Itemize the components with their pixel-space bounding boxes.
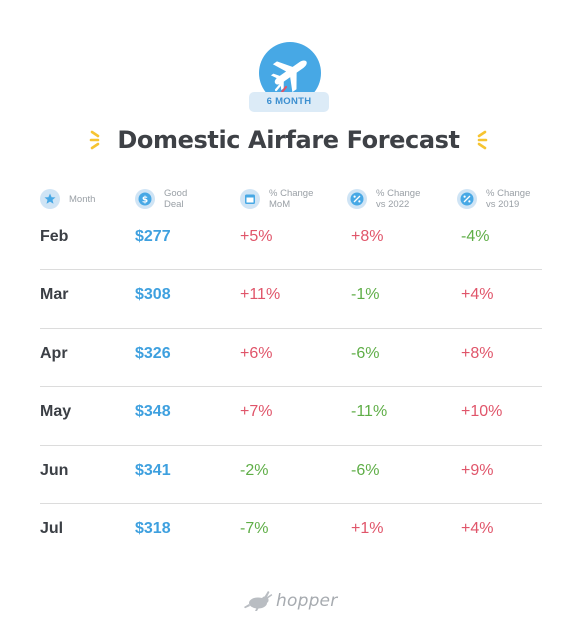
header-mom: % Change MoM [240,186,321,212]
good-deal-cell: $318 [135,519,171,537]
mom-change-cell: -2% [240,461,269,479]
good-deal-cell: $341 [135,461,171,479]
vs-2022-cell: -11% [351,403,388,421]
mom-change-cell: +11% [240,286,281,304]
vs-2019-cell: +10% [461,403,503,421]
vs-2019-cell: +9% [461,461,494,479]
header-label: % Change vs 2022 [376,188,421,210]
good-deal-cell: $326 [135,344,171,362]
dollar-icon: $ [135,189,155,209]
month-cell: Jun [40,461,69,479]
month-cell: Feb [40,228,69,245]
vs-2022-cell: +1% [351,519,384,537]
vs-2022-cell: +8% [351,228,384,245]
header-label: Month [69,193,96,205]
vs-2022-cell: -6% [351,344,380,362]
month-cell: Jul [40,519,64,537]
six-month-label: 6 MONTH [249,92,329,112]
header-label: % Change vs 2019 [486,188,531,210]
header-vs-2022: % Change vs 2022 [347,186,428,212]
table-header: Month $ Good Deal % Change MoM [40,186,542,212]
bunny-logo-icon [244,591,273,611]
mom-change-cell: -7% [240,519,269,537]
vs-2019-cell: +4% [461,286,494,304]
header-label: % Change MoM [269,188,314,210]
mom-change-cell: +7% [240,403,273,421]
good-deal-cell: $277 [135,228,171,245]
percent-icon [457,189,477,209]
table-row: Jun $341 -2% -6% +9% [40,446,542,504]
header-good-deal: $ Good Deal [135,186,198,212]
hopper-logo: hopper [243,588,337,614]
calendar-icon [240,189,260,209]
month-cell: May [40,403,72,421]
header-vs-2019: % Change vs 2019 [457,186,538,212]
forecast-badge: 6 MONTH [0,38,577,118]
table-row: Jul $318 -7% +1% +4% [40,504,542,561]
star-icon [40,189,60,209]
table-row: Feb $277 +5% +8% -4% [40,212,542,271]
month-cell: Apr [40,344,68,362]
svg-text:$: $ [142,195,148,205]
vs-2019-cell: +4% [461,519,494,537]
table-row: May $348 +7% -11% +10% [40,387,542,446]
sparkle-icon [89,130,100,150]
sparkle-icon [477,130,488,150]
logo-text: hopper [276,591,338,611]
page-title: Domestic Airfare Forecast [117,126,460,154]
vs-2019-cell: +8% [461,344,494,362]
month-cell: Mar [40,286,69,304]
page-title-row: Domestic Airfare Forecast [0,124,577,156]
good-deal-cell: $348 [135,403,171,421]
vs-2022-cell: -6% [351,461,380,479]
mom-change-cell: +5% [240,228,273,245]
header-label: Good Deal [164,188,188,210]
table-row: Mar $308 +11% -1% +4% [40,270,542,329]
vs-2019-cell: -4% [461,228,490,245]
good-deal-cell: $308 [135,286,171,304]
table-row: Apr $326 +6% -6% +8% [40,329,542,388]
header-month: Month [40,186,95,212]
forecast-table: Feb $277 +5% +8% -4% Mar $308 +11% -1% +… [40,212,542,561]
percent-icon [347,189,367,209]
mom-change-cell: +6% [240,344,273,362]
vs-2022-cell: -1% [351,286,380,304]
